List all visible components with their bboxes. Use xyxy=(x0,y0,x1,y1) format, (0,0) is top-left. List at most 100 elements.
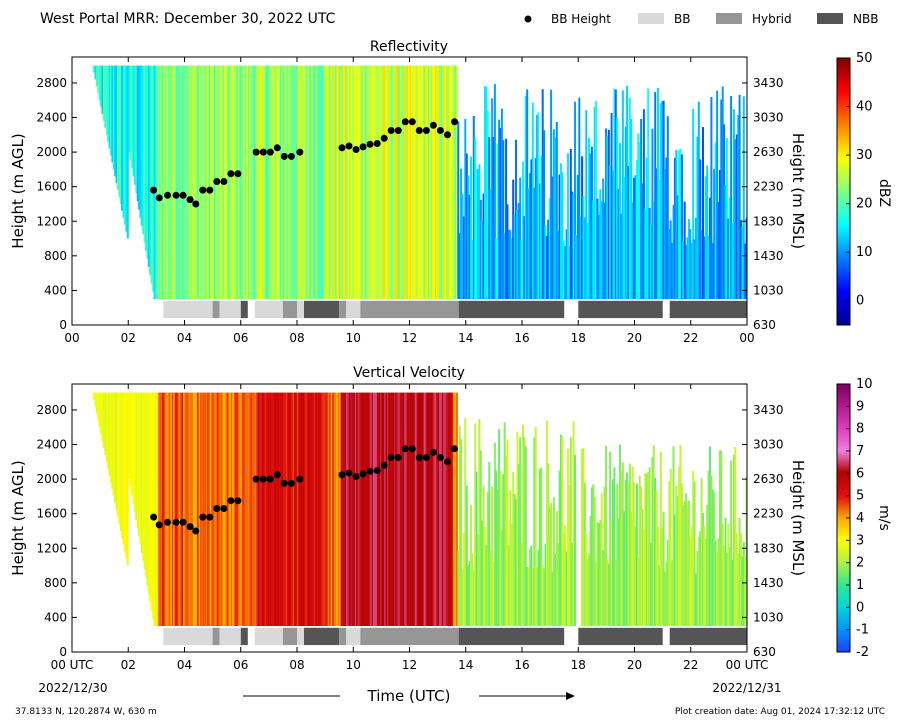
field-column xyxy=(616,118,619,300)
field-column xyxy=(520,543,523,626)
field-column xyxy=(195,392,198,626)
x-tick-label: 12 xyxy=(402,658,417,672)
field-column xyxy=(132,65,135,177)
field-column xyxy=(690,525,693,627)
field-column xyxy=(211,65,214,299)
legend-bb-height-marker xyxy=(524,15,532,23)
field-column xyxy=(271,65,274,299)
field-column xyxy=(228,392,231,626)
field-column xyxy=(582,195,585,300)
field-column xyxy=(422,65,425,299)
field-column xyxy=(392,65,395,299)
field-column xyxy=(562,240,565,300)
field-column xyxy=(398,65,401,299)
field-column xyxy=(711,243,714,299)
field-column xyxy=(595,100,598,300)
field-column xyxy=(683,201,686,300)
x-tick-label: 20 xyxy=(627,331,642,345)
field-column xyxy=(282,65,285,299)
field-column xyxy=(111,65,114,163)
field-column xyxy=(167,65,170,299)
bb-height-point xyxy=(287,152,295,160)
field-column xyxy=(614,89,617,300)
field-column xyxy=(609,451,612,626)
field-column xyxy=(666,539,669,626)
field-column xyxy=(485,86,488,300)
field-column xyxy=(408,65,411,299)
field-column xyxy=(718,170,721,300)
field-column xyxy=(291,392,294,626)
field-column xyxy=(612,479,614,627)
field-column xyxy=(194,65,197,299)
field-column xyxy=(576,175,579,300)
bb-height-point xyxy=(172,191,180,199)
reflectivity-classification-bar xyxy=(163,300,747,319)
field-column xyxy=(633,177,636,299)
y-tick-label: 400 xyxy=(44,610,67,624)
x-tick-label: 06 xyxy=(233,658,248,672)
field-column xyxy=(460,168,463,299)
field-column xyxy=(434,392,437,626)
bb-height-point xyxy=(415,454,423,461)
field-column xyxy=(523,216,526,299)
field-column xyxy=(246,392,249,626)
field-column xyxy=(136,65,139,202)
field-column xyxy=(339,65,342,299)
field-column xyxy=(531,568,534,627)
field-column xyxy=(232,65,235,299)
field-column xyxy=(299,392,302,626)
bb-height-point xyxy=(429,121,437,129)
field-column xyxy=(412,392,415,626)
field-column xyxy=(164,65,167,299)
velocity-panel: Vertical Velocity 00 UTC 02 04 06 08 10 12 14 16… xyxy=(9,365,892,672)
field-column xyxy=(147,65,150,267)
field-column xyxy=(306,392,309,626)
field-column xyxy=(320,392,323,626)
field-column xyxy=(537,112,540,299)
field-column xyxy=(344,65,347,299)
field-column xyxy=(118,392,121,524)
field-column xyxy=(717,202,720,300)
field-column xyxy=(153,65,156,299)
field-column xyxy=(721,86,724,299)
field-column xyxy=(420,392,423,626)
field-column xyxy=(702,513,704,627)
field-column xyxy=(734,139,737,300)
field-column xyxy=(737,115,740,299)
bb-height-point xyxy=(259,475,267,483)
y2-tick-label: 2230 xyxy=(753,180,784,194)
y-tick-label: 1200 xyxy=(36,214,67,228)
y-tick-label: 0 xyxy=(59,318,67,332)
field-column xyxy=(249,65,252,299)
x-tick-label: 10 xyxy=(346,658,361,672)
field-column xyxy=(280,392,283,626)
field-column xyxy=(108,392,111,476)
field-column xyxy=(368,65,371,299)
field-column xyxy=(356,65,359,299)
field-column xyxy=(440,392,443,626)
field-column xyxy=(401,65,404,299)
field-column xyxy=(571,542,574,626)
field-column xyxy=(163,65,166,299)
field-column xyxy=(125,392,128,559)
field-column xyxy=(302,65,305,299)
header-legend: BB Height BB Hybrid NBB xyxy=(524,12,878,26)
bb-height-point xyxy=(422,127,430,134)
field-column xyxy=(417,392,420,626)
field-column xyxy=(413,392,416,626)
field-column xyxy=(140,65,143,226)
field-column xyxy=(548,506,551,627)
field-column xyxy=(315,392,318,626)
field-column xyxy=(593,107,596,300)
field-column xyxy=(509,490,512,627)
field-column xyxy=(330,392,333,626)
field-column xyxy=(647,88,650,300)
field-column xyxy=(540,467,543,627)
velocity-classification-bar xyxy=(163,627,747,646)
field-column xyxy=(610,113,613,299)
field-column xyxy=(340,65,343,299)
field-column xyxy=(239,65,242,299)
field-column xyxy=(237,392,240,626)
field-column xyxy=(716,551,719,626)
field-column xyxy=(564,525,567,627)
